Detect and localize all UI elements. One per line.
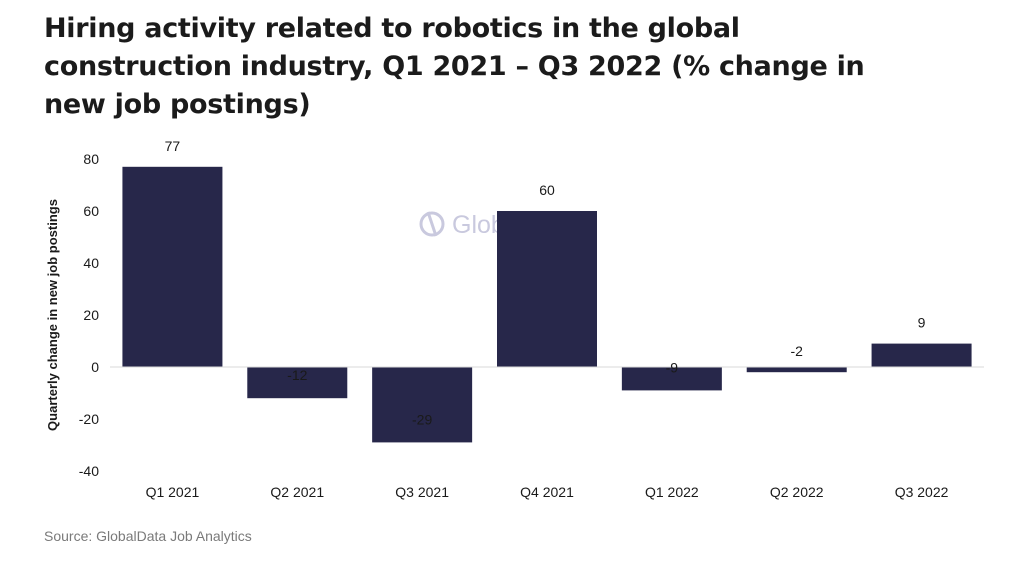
data-label: 60 xyxy=(539,182,555,198)
y-axis-label: Quarterly change in new job postings xyxy=(45,199,60,431)
data-label: -9 xyxy=(666,359,679,375)
data-label: 77 xyxy=(165,138,181,154)
data-label: -29 xyxy=(412,411,432,427)
bar xyxy=(247,367,348,399)
bar xyxy=(497,211,597,367)
chart-title: Hiring activity related to robotics in t… xyxy=(44,13,865,120)
y-tick-label: 60 xyxy=(83,203,99,219)
x-tick-label: Q2 2021 xyxy=(270,484,324,500)
bar xyxy=(122,166,223,367)
y-tick-label: -20 xyxy=(79,411,99,427)
data-label: -12 xyxy=(287,367,307,383)
y-tick-label: -40 xyxy=(79,463,99,479)
y-tick-label: 20 xyxy=(83,307,99,323)
bar xyxy=(621,367,722,391)
y-tick-label: 40 xyxy=(83,255,99,271)
bar xyxy=(871,343,972,367)
y-tick-label: 80 xyxy=(83,151,99,167)
x-tick-label: Q4 2021 xyxy=(520,484,574,500)
x-tick-label: Q1 2021 xyxy=(146,484,200,500)
x-tick-label: Q1 2022 xyxy=(645,484,699,500)
x-tick-label: Q2 2022 xyxy=(770,484,824,500)
bar xyxy=(746,367,847,373)
data-label: -2 xyxy=(790,343,803,359)
bar xyxy=(372,367,473,443)
x-tick-label: Q3 2021 xyxy=(395,484,449,500)
globaldata-logo-icon xyxy=(419,211,445,237)
source-note: Source: GlobalData Job Analytics xyxy=(44,528,252,544)
data-label: 9 xyxy=(918,315,926,331)
y-tick-label: 0 xyxy=(91,359,99,375)
x-tick-label: Q3 2022 xyxy=(895,484,949,500)
